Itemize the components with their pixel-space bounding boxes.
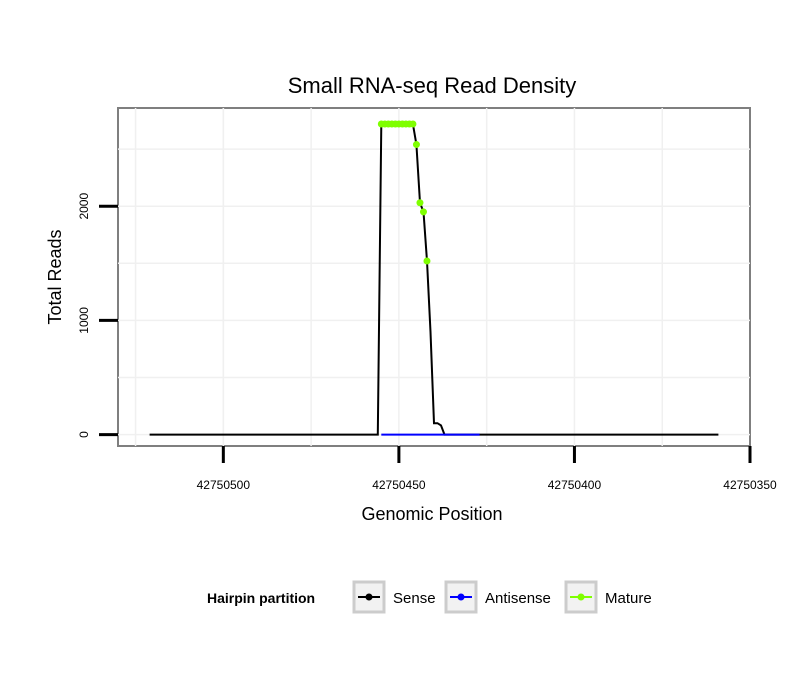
legend: Hairpin partition Sense Antisense Mature [207,580,652,614]
legend-entry-sense: Sense [352,580,436,614]
legend-label-mature: Mature [605,590,652,607]
mature-point [412,141,420,149]
grid-lines [118,108,750,446]
legend-label-antisense: Antisense [485,590,551,607]
y-tick-label: 1000 [77,307,91,334]
plot-panel [117,107,751,447]
legend-title: Hairpin partition [207,590,315,606]
y-tick-label: 2000 [77,193,91,220]
mature-point [423,257,431,265]
legend-entry-antisense: Antisense [444,580,551,614]
x-tick-label: 42750400 [548,478,602,492]
x-tick-label: 42750350 [723,478,777,492]
legend-key-point [365,593,373,601]
x-tick-label: 42750500 [197,478,251,492]
chart-title: Small RNA-seq Read Density [288,73,577,98]
y-tick-label: 0 [77,431,91,438]
legend-entry-mature: Mature [564,580,652,614]
x-axis-title: Genomic Position [361,504,502,524]
mature-point [416,199,424,207]
mature-point [409,120,417,128]
legend-label-sense: Sense [393,590,436,607]
axis-ticks: 42750500 42750450 42750400 42750350 0 1000 200… [77,193,777,492]
series-layer [149,120,719,436]
y-axis-title: Total Reads [45,229,65,324]
x-tick-label: 42750450 [372,478,426,492]
legend-key-point [457,593,465,601]
legend-key-point [577,593,585,601]
mature-point [419,208,427,216]
